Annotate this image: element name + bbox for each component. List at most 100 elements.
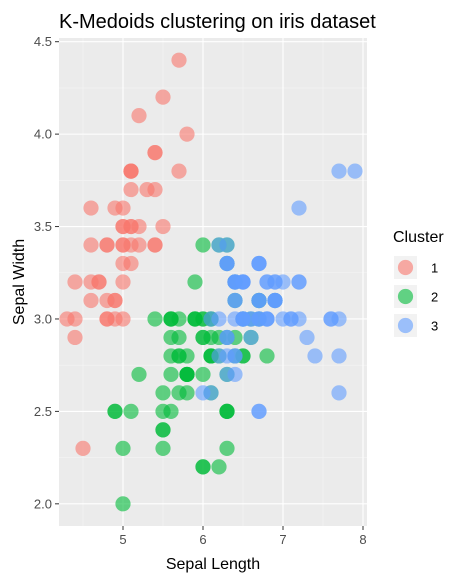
data-point (123, 403, 139, 419)
data-point (331, 163, 347, 179)
data-point (219, 366, 235, 383)
legend: Cluster 1 2 3 (393, 229, 444, 337)
data-point (155, 403, 171, 419)
data-point (83, 292, 99, 309)
data-point (83, 274, 99, 290)
data-point (155, 385, 171, 401)
legend-key-cluster-1 (397, 259, 414, 276)
plot-panel (59, 38, 367, 526)
data-point (131, 218, 147, 235)
chart-title: K-Medoids clustering on iris dataset (59, 11, 376, 33)
data-point (131, 108, 147, 124)
data-point (107, 292, 123, 309)
x-tick-label: 5 (119, 532, 126, 547)
data-point (235, 311, 251, 327)
data-point (219, 348, 235, 364)
legend-title: Cluster (393, 229, 444, 246)
data-point (195, 329, 211, 346)
data-point (99, 311, 115, 327)
data-point (283, 311, 299, 327)
legend-key-cluster-3 (397, 317, 414, 334)
data-point (171, 163, 187, 179)
x-axis-title: Sepal Length (166, 556, 260, 573)
data-point (155, 422, 171, 438)
legend-label-cluster-1: 1 (431, 261, 438, 276)
data-point (219, 255, 235, 272)
cluster-1-points (59, 52, 195, 456)
data-point (179, 126, 195, 142)
y-axis: 2.0 2.5 3.0 3.5 4.0 4.5 (34, 34, 59, 511)
data-point (323, 311, 339, 327)
data-point (75, 440, 91, 456)
data-point (171, 52, 187, 68)
data-point (147, 145, 163, 161)
data-point (179, 385, 195, 401)
y-axis-title: Sepal Width (11, 239, 28, 325)
data-point (115, 218, 131, 235)
data-point (155, 218, 171, 235)
data-point (171, 329, 187, 346)
y-tick-label: 4.0 (34, 127, 52, 142)
x-axis: 5 6 7 8 (119, 526, 367, 547)
data-point (291, 274, 307, 290)
data-point (267, 292, 283, 309)
y-tick-label: 4.5 (34, 34, 52, 49)
data-point (307, 348, 323, 364)
data-point (155, 440, 171, 456)
x-tick-label: 8 (359, 532, 366, 547)
legend-label-cluster-3: 3 (431, 319, 438, 334)
data-point (251, 292, 267, 309)
data-point (163, 366, 179, 383)
data-point (67, 329, 83, 346)
data-point (99, 237, 115, 253)
data-point (115, 311, 131, 327)
y-tick-label: 2.0 (34, 496, 52, 511)
legend-key-cluster-2 (397, 288, 414, 305)
data-point (147, 311, 163, 327)
data-point (219, 440, 235, 456)
x-tick-label: 6 (199, 532, 206, 547)
data-point (179, 366, 195, 383)
data-point (83, 200, 99, 216)
data-point (251, 403, 267, 419)
data-point (331, 385, 347, 401)
y-tick-label: 3.0 (34, 311, 52, 326)
data-point (115, 274, 131, 290)
data-point (115, 440, 131, 456)
data-point (195, 366, 211, 383)
data-point (115, 496, 131, 512)
data-points (59, 52, 363, 512)
data-point (331, 348, 347, 364)
data-point (67, 274, 83, 290)
data-point (107, 403, 123, 419)
legend-label-cluster-2: 2 (431, 290, 438, 305)
data-point (299, 329, 315, 346)
data-point (115, 255, 131, 272)
data-point (163, 311, 179, 327)
data-point (67, 311, 83, 327)
cluster-3-points (195, 163, 363, 419)
data-point (195, 385, 211, 401)
data-point (195, 237, 211, 253)
data-point (243, 329, 259, 346)
data-point (131, 366, 147, 383)
data-point (227, 292, 243, 309)
data-point (259, 311, 275, 327)
data-point (251, 255, 267, 272)
data-point (219, 329, 235, 346)
data-point (163, 348, 179, 364)
data-point (267, 274, 283, 290)
x-tick-label: 7 (279, 532, 286, 547)
data-point (195, 459, 211, 475)
data-point (179, 348, 195, 364)
data-point (235, 274, 251, 290)
y-tick-label: 2.5 (34, 404, 52, 419)
data-point (139, 181, 155, 198)
data-point (83, 237, 99, 253)
y-tick-label: 3.5 (34, 219, 52, 234)
data-point (187, 311, 203, 327)
data-point (123, 237, 139, 253)
data-point (259, 348, 275, 364)
data-point (155, 89, 171, 105)
data-point (123, 163, 139, 179)
